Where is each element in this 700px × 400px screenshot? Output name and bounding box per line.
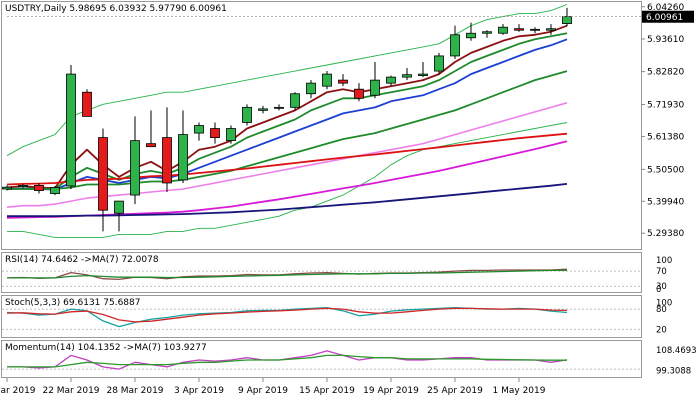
bullish-candle bbox=[258, 108, 268, 111]
stoch-axis-label: 80 bbox=[656, 305, 667, 315]
bullish-candle bbox=[242, 106, 252, 123]
price-axis-label: 5.82820 bbox=[647, 68, 684, 78]
price-pane: 6.04260 5.93610 5.82820 5.71930 5.61380 5.505… bbox=[2, 3, 694, 239]
date-axis-label: 22 Mar 2019 bbox=[42, 386, 99, 396]
date-axis-label: 15 Apr 2019 bbox=[299, 386, 355, 396]
price-axis-label: 5.29380 bbox=[647, 229, 684, 239]
current-price-label: 6.00961 bbox=[646, 13, 683, 23]
momentum-signal-line bbox=[7, 354, 567, 368]
date-axis-label: 25 Apr 2019 bbox=[427, 386, 483, 396]
bearish-candle bbox=[146, 143, 156, 148]
bullish-candle bbox=[130, 140, 140, 196]
momentum-pane-frame bbox=[1, 340, 642, 378]
rsi-pane-frame bbox=[1, 252, 642, 293]
bullish-candle bbox=[450, 34, 460, 57]
bullish-candle bbox=[274, 106, 284, 109]
date-axis-label: 1 May 2019 bbox=[493, 386, 546, 396]
bb-lower-line bbox=[7, 122, 568, 238]
bullish-candle bbox=[290, 93, 300, 108]
rsi-axis-label: 70 bbox=[656, 267, 667, 277]
stoch-axis-label: 100 bbox=[656, 298, 672, 308]
date-axis-label: 9 Apr 2019 bbox=[238, 386, 288, 396]
date-axis-label: 18 Mar 2019 bbox=[0, 386, 36, 396]
rsi-axis-label: 0 bbox=[656, 285, 661, 295]
momentum-pane: 108.4693 99.3088 bbox=[2, 346, 697, 377]
date-axis-label: 28 Mar 2019 bbox=[106, 386, 163, 396]
bb-upper-line bbox=[6, 4, 568, 157]
bearish-candle bbox=[338, 79, 348, 84]
rsi-axis-label: 100 bbox=[656, 256, 672, 266]
bearish-candle bbox=[210, 128, 220, 138]
price-axis-label: 5.39940 bbox=[647, 197, 684, 207]
bullish-candle bbox=[50, 187, 60, 194]
main-header: USDTRY,Daily 5.98695 6.03932 5.97790 6.0… bbox=[5, 4, 227, 14]
bullish-candle bbox=[322, 73, 332, 87]
bearish-candle bbox=[514, 28, 524, 31]
rsi-axis-label: 30 bbox=[656, 282, 667, 292]
ema-navy-line bbox=[7, 183, 568, 218]
price-axis-label: 5.50500 bbox=[647, 165, 684, 175]
rsi-signal-line bbox=[7, 269, 567, 279]
rsi-main-line bbox=[6, 268, 568, 281]
date-axis-label: 3 Apr 2019 bbox=[174, 386, 224, 396]
bullish-candle bbox=[530, 28, 540, 31]
bullish-candle bbox=[306, 82, 316, 95]
bullish-candle bbox=[18, 184, 28, 187]
stoch-pane-frame bbox=[1, 295, 642, 338]
bearish-candle bbox=[82, 91, 92, 117]
bullish-candle bbox=[434, 55, 444, 72]
price-axis-label: 5.71930 bbox=[647, 101, 684, 111]
bullish-candle bbox=[402, 74, 412, 78]
bearish-candle bbox=[162, 137, 172, 184]
momentum-header: Momentum(14) 104.1352 ->MA(7) 103.9277 bbox=[5, 343, 207, 353]
bullish-candle bbox=[66, 73, 76, 187]
bullish-candle bbox=[482, 31, 492, 34]
date-axis-label: 19 Apr 2019 bbox=[363, 386, 419, 396]
momentum-axis-label: 99.3088 bbox=[656, 367, 691, 377]
stoch-axis-label: 20 bbox=[656, 325, 667, 335]
bullish-candle bbox=[178, 134, 188, 181]
bullish-candle bbox=[546, 28, 556, 31]
bullish-candle bbox=[386, 76, 396, 84]
stoch-signal-line bbox=[6, 307, 568, 323]
date-axis: 18 Mar 2019 22 Mar 2019 28 Mar 2019 3 Apr 2… bbox=[0, 378, 546, 396]
price-axis-label: 5.61380 bbox=[647, 132, 684, 142]
main-pane-frame bbox=[1, 1, 642, 250]
bearish-candle bbox=[354, 88, 364, 99]
bullish-candle bbox=[226, 128, 236, 142]
bullish-candle bbox=[114, 200, 124, 214]
bullish-candle bbox=[370, 79, 380, 96]
bullish-candle bbox=[194, 125, 204, 134]
rsi-header: RSI(14) 74.6462 ->MA(7) 72.0078 bbox=[5, 255, 159, 265]
bearish-candle bbox=[98, 137, 108, 211]
bullish-candle bbox=[418, 73, 428, 76]
stoch-header: Stoch(5,3,3) 69.6131 75.6887 bbox=[5, 298, 140, 308]
bullish-candle bbox=[466, 32, 476, 39]
bearish-candle bbox=[34, 184, 44, 191]
price-axis-label: 5.93610 bbox=[647, 35, 684, 45]
price-axis-label: 6.04260 bbox=[647, 3, 684, 13]
current-price-tag bbox=[642, 10, 694, 23]
bullish-candle bbox=[498, 26, 508, 34]
bullish-candle bbox=[2, 186, 12, 190]
momentum-axis-label: 108.4693 bbox=[656, 346, 697, 356]
bullish-candle bbox=[562, 16, 572, 24]
